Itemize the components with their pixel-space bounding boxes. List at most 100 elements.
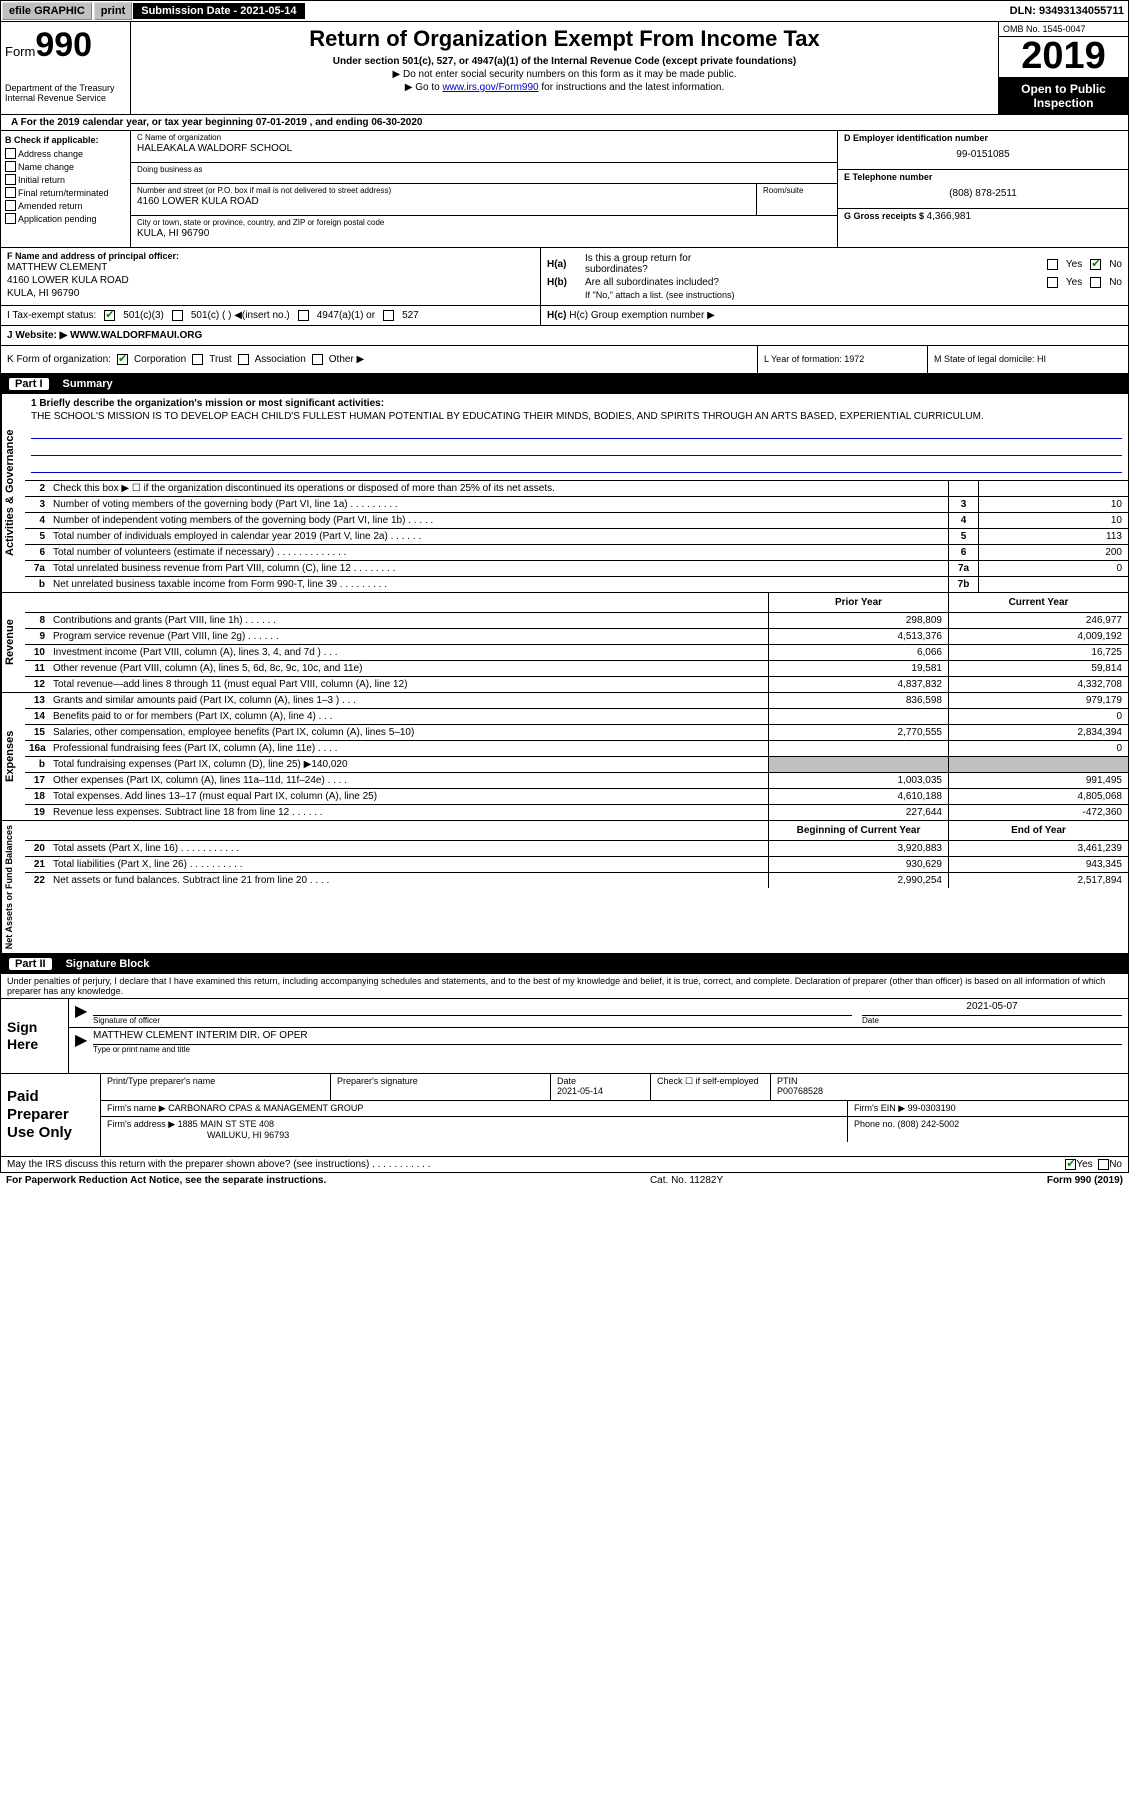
current-year-header: Current Year <box>948 593 1128 612</box>
sign-here-label: Sign Here <box>1 999 69 1073</box>
begin-val: 930,629 <box>768 857 948 872</box>
section-m: M State of legal domicile: HI <box>928 346 1128 373</box>
paid-preparer-block: Paid Preparer Use Only Print/Type prepar… <box>0 1074 1129 1157</box>
cb-trust[interactable] <box>192 354 203 365</box>
discuss-yes[interactable] <box>1065 1159 1076 1170</box>
row-text: Other revenue (Part VIII, column (A), li… <box>49 661 768 676</box>
row-num: 12 <box>25 677 49 692</box>
block-bcdeg: B Check if applicable: Address change Na… <box>0 131 1129 248</box>
expense-row: 14 Benefits paid to or for members (Part… <box>25 709 1128 725</box>
paperwork-notice: For Paperwork Reduction Act Notice, see … <box>6 1175 326 1186</box>
row-text: Number of voting members of the governin… <box>49 497 948 512</box>
row-text: Other expenses (Part IX, column (A), lin… <box>49 773 768 788</box>
expense-row: 13 Grants and similar amounts paid (Part… <box>25 693 1128 709</box>
gov-row: 3 Number of voting members of the govern… <box>25 497 1128 513</box>
section-f: F Name and address of principal officer:… <box>1 248 541 305</box>
gross-receipts-label: G Gross receipts $ <box>844 211 927 221</box>
prior-val: 4,513,376 <box>768 629 948 644</box>
open-public: Open to Public Inspection <box>999 78 1128 114</box>
top-bar: efile GRAPHIC print Submission Date - 20… <box>0 0 1129 22</box>
paid-preparer-label: Paid Preparer Use Only <box>1 1074 101 1156</box>
ptin-label: PTIN <box>777 1076 1122 1086</box>
print-name-label: Type or print name and title <box>93 1044 1122 1054</box>
cb-501c3[interactable] <box>104 310 115 321</box>
part-ii-title: Signature Block <box>66 958 150 970</box>
cb-name-change[interactable]: Name change <box>5 161 126 172</box>
hc-label: H(c) <box>547 310 566 321</box>
arrow2-post: for instructions and the latest informat… <box>539 82 725 93</box>
row-text: Total number of individuals employed in … <box>49 529 948 544</box>
row-key: 5 <box>948 529 978 544</box>
cb-other[interactable] <box>312 354 323 365</box>
ha-no[interactable] <box>1090 259 1101 270</box>
section-b: B Check if applicable: Address change Na… <box>1 131 131 247</box>
revenue-section: Revenue Prior Year Current Year 8 Contri… <box>0 593 1129 693</box>
end-val: 3,461,239 <box>948 841 1128 856</box>
row-val: 0 <box>978 561 1128 576</box>
row-text: Benefits paid to or for members (Part IX… <box>49 709 768 724</box>
submission-date: Submission Date - 2021-05-14 <box>133 3 304 19</box>
revenue-row: 12 Total revenue—add lines 8 through 11 … <box>25 677 1128 692</box>
prep-name-label: Print/Type preparer's name <box>107 1076 324 1086</box>
block-fh: F Name and address of principal officer:… <box>0 248 1129 306</box>
name-label: C Name of organization <box>137 133 831 142</box>
cb-address-change[interactable]: Address change <box>5 148 126 159</box>
begin-year-header: Beginning of Current Year <box>768 821 948 840</box>
dln: DLN: 93493134055711 <box>1010 5 1128 17</box>
officer-city: KULA, HI 96790 <box>7 287 534 300</box>
mission-label: 1 Briefly describe the organization's mi… <box>31 398 384 409</box>
expense-row: 16a Professional fundraising fees (Part … <box>25 741 1128 757</box>
gross-receipts-value: 4,366,981 <box>927 211 972 222</box>
prep-date-label: Date <box>557 1076 644 1086</box>
arrow-line-1: ▶ Do not enter social security numbers o… <box>135 69 994 80</box>
street-address: 4160 LOWER KULA ROAD <box>137 195 750 213</box>
irs-link[interactable]: www.irs.gov/Form990 <box>442 82 538 93</box>
side-gov: Activities & Governance <box>1 394 25 592</box>
form-subtitle: Under section 501(c), 527, or 4947(a)(1)… <box>135 56 994 67</box>
ha-yes[interactable] <box>1047 259 1058 270</box>
row-key: 4 <box>948 513 978 528</box>
form-label: Form <box>5 44 35 59</box>
efile-btn[interactable]: efile GRAPHIC <box>2 2 92 20</box>
discuss-no[interactable] <box>1098 1159 1109 1170</box>
cb-app-pending[interactable]: Application pending <box>5 213 126 224</box>
cb-501c[interactable] <box>172 310 183 321</box>
expenses-section: Expenses 13 Grants and similar amounts p… <box>0 693 1129 821</box>
revenue-row: 8 Contributions and grants (Part VIII, l… <box>25 613 1128 629</box>
row-num: 18 <box>25 789 49 804</box>
col-headers-rev: Prior Year Current Year <box>25 593 1128 613</box>
curr-val: 0 <box>948 741 1128 756</box>
firm-name: CARBONARO CPAS & MANAGEMENT GROUP <box>168 1103 363 1113</box>
hb-no[interactable] <box>1090 277 1101 288</box>
gov-row: 4 Number of independent voting members o… <box>25 513 1128 529</box>
ein-label: D Employer identification number <box>844 133 1122 143</box>
sign-here-block: Sign Here ▶ Signature of officer 2021-05… <box>0 999 1129 1074</box>
prior-val <box>768 741 948 756</box>
prior-val: 4,610,188 <box>768 789 948 804</box>
ha-label: H(a) <box>547 259 585 270</box>
gov-row: b Net unrelated business taxable income … <box>25 577 1128 592</box>
firm-phone: (808) 242-5002 <box>898 1119 960 1129</box>
revenue-row: 11 Other revenue (Part VIII, column (A),… <box>25 661 1128 677</box>
cb-amended[interactable]: Amended return <box>5 200 126 211</box>
cb-final-return[interactable]: Final return/terminated <box>5 187 126 198</box>
netassets-row: 20 Total assets (Part X, line 16) . . . … <box>25 841 1128 857</box>
row-val: 10 <box>978 513 1128 528</box>
revenue-row: 9 Program service revenue (Part VIII, li… <box>25 629 1128 645</box>
cb-initial-return[interactable]: Initial return <box>5 174 126 185</box>
cb-527[interactable] <box>383 310 394 321</box>
cb-corp[interactable] <box>117 354 128 365</box>
hb-note: If "No," attach a list. (see instruction… <box>547 290 1122 300</box>
cat-no: Cat. No. 11282Y <box>326 1175 1047 1186</box>
row-text: Total number of volunteers (estimate if … <box>49 545 948 560</box>
row-num: 13 <box>25 693 49 708</box>
row-text: Grants and similar amounts paid (Part IX… <box>49 693 768 708</box>
cb-4947[interactable] <box>298 310 309 321</box>
print-btn[interactable]: print <box>94 2 132 20</box>
row-num: 16a <box>25 741 49 756</box>
mission-block: 1 Briefly describe the organization's mi… <box>25 394 1128 481</box>
firm-addr-label: Firm's address ▶ <box>107 1119 178 1129</box>
cb-assoc[interactable] <box>238 354 249 365</box>
hb-yes[interactable] <box>1047 277 1058 288</box>
curr-val: 979,179 <box>948 693 1128 708</box>
